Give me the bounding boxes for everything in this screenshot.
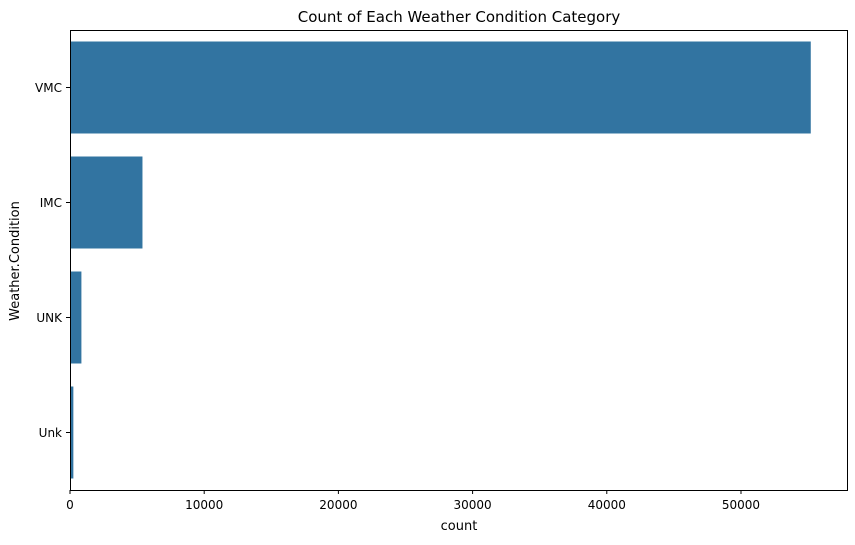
x-tick-label: 50000 (722, 498, 760, 512)
y-tick-label-imc-1: IMC (40, 196, 62, 210)
y-tick-label-unk-3: Unk (39, 426, 62, 440)
x-tick-label: 40000 (588, 498, 626, 512)
y-axis-label: Weather.Condition (8, 201, 23, 321)
y-axis-ticks: VMC IMC UNK Unk (35, 81, 70, 440)
x-axis-label: count (441, 519, 478, 534)
x-tick-label: 20000 (319, 498, 357, 512)
x-tick-label: 0 (66, 498, 74, 512)
bar-imc-1 (70, 156, 143, 249)
bar-unk-2 (70, 271, 82, 364)
y-tick-label-unk-2: UNK (36, 311, 63, 325)
x-tick-label: 30000 (453, 498, 491, 512)
x-axis-ticks: 0 10000 20000 30000 40000 50000 (66, 490, 760, 512)
chart-title: Count of Each Weather Condition Category (298, 8, 621, 26)
plot-frame (70, 30, 848, 491)
bars-group (70, 41, 811, 479)
bar-unk-3 (70, 386, 74, 479)
y-tick-label-vmc-0: VMC (35, 81, 62, 95)
x-tick-label: 10000 (185, 498, 223, 512)
bar-vmc-0 (70, 41, 811, 134)
